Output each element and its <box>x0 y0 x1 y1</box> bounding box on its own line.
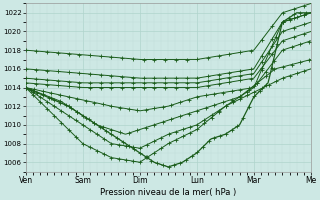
X-axis label: Pression niveau de la mer( hPa ): Pression niveau de la mer( hPa ) <box>100 188 236 197</box>
